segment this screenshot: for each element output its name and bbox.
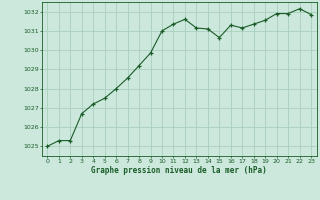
X-axis label: Graphe pression niveau de la mer (hPa): Graphe pression niveau de la mer (hPa)	[91, 166, 267, 175]
